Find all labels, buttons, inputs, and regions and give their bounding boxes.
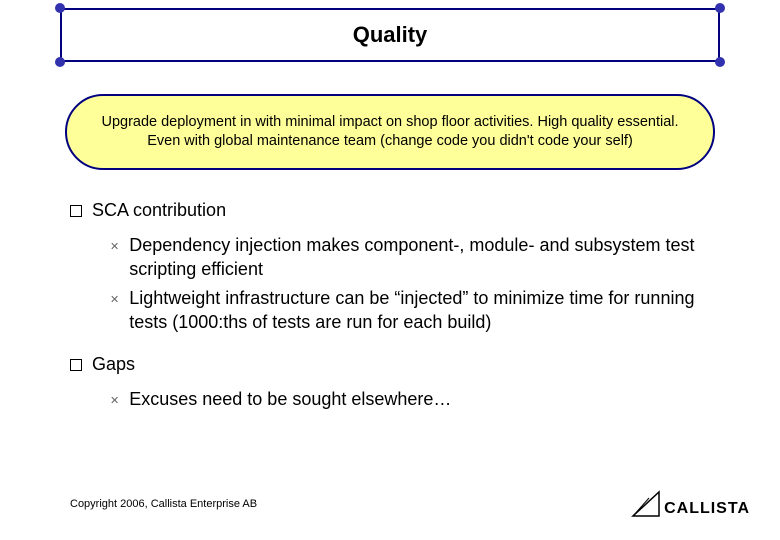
page-title: Quality <box>353 22 428 48</box>
callout-text: Upgrade deployment in with minimal impac… <box>95 113 685 151</box>
bullet-lvl1: SCA contribution <box>70 200 730 221</box>
sub-bullet-icon: ✕ <box>110 394 119 407</box>
triangle-icon <box>631 490 661 518</box>
sub-bullet-icon: ✕ <box>110 293 119 306</box>
bullet-lvl2-text: Excuses need to be sought elsewhere… <box>129 387 451 411</box>
bullet-lvl2: ✕ Excuses need to be sought elsewhere… <box>110 387 730 411</box>
bullet-lvl1-label: Gaps <box>92 354 135 375</box>
corner-dot-icon <box>715 57 725 67</box>
bullet-lvl2-group: ✕ Excuses need to be sought elsewhere… <box>110 387 730 411</box>
logo: CALLISTA <box>631 490 750 518</box>
content-area: SCA contribution ✕ Dependency injection … <box>70 200 730 427</box>
bullet-lvl2-text: Dependency injection makes component-, m… <box>129 233 730 282</box>
sub-bullet-icon: ✕ <box>110 240 119 253</box>
title-box: Quality <box>60 8 720 62</box>
corner-dot-icon <box>715 3 725 13</box>
bullet-lvl1: Gaps <box>70 354 730 375</box>
square-bullet-icon <box>70 205 82 217</box>
corner-dot-icon <box>55 3 65 13</box>
bullet-lvl2-text: Lightweight infrastructure can be “injec… <box>129 286 730 335</box>
bullet-lvl2-group: ✕ Dependency injection makes component-,… <box>110 233 730 334</box>
logo-text: CALLISTA <box>664 500 750 518</box>
copyright-text: Copyright 2006, Callista Enterprise AB <box>70 498 257 510</box>
corner-dot-icon <box>55 57 65 67</box>
callout-box: Upgrade deployment in with minimal impac… <box>65 94 715 170</box>
bullet-lvl1-label: SCA contribution <box>92 200 226 221</box>
bullet-lvl2: ✕ Dependency injection makes component-,… <box>110 233 730 282</box>
square-bullet-icon <box>70 359 82 371</box>
bullet-lvl2: ✕ Lightweight infrastructure can be “inj… <box>110 286 730 335</box>
